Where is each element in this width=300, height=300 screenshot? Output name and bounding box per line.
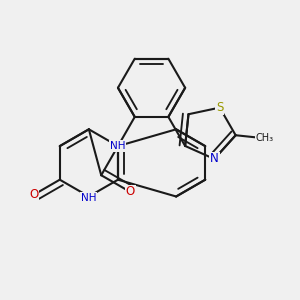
Text: O: O: [126, 185, 135, 199]
Text: NH: NH: [110, 141, 126, 151]
Text: S: S: [216, 101, 224, 114]
Text: CH₃: CH₃: [256, 133, 274, 143]
Text: O: O: [29, 188, 38, 201]
Text: N: N: [210, 152, 219, 166]
Text: NH: NH: [81, 193, 97, 203]
